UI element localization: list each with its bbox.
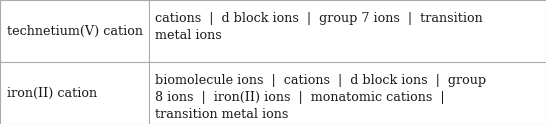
Text: technetium(V) cation: technetium(V) cation — [7, 25, 143, 37]
Text: biomolecule ions  |  cations  |  d block ions  |  group
8 ions  |  iron(II) ions: biomolecule ions | cations | d block ion… — [155, 74, 486, 121]
Text: cations  |  d block ions  |  group 7 ions  |  transition
metal ions: cations | d block ions | group 7 ions | … — [155, 12, 483, 42]
Text: iron(II) cation: iron(II) cation — [7, 87, 97, 99]
